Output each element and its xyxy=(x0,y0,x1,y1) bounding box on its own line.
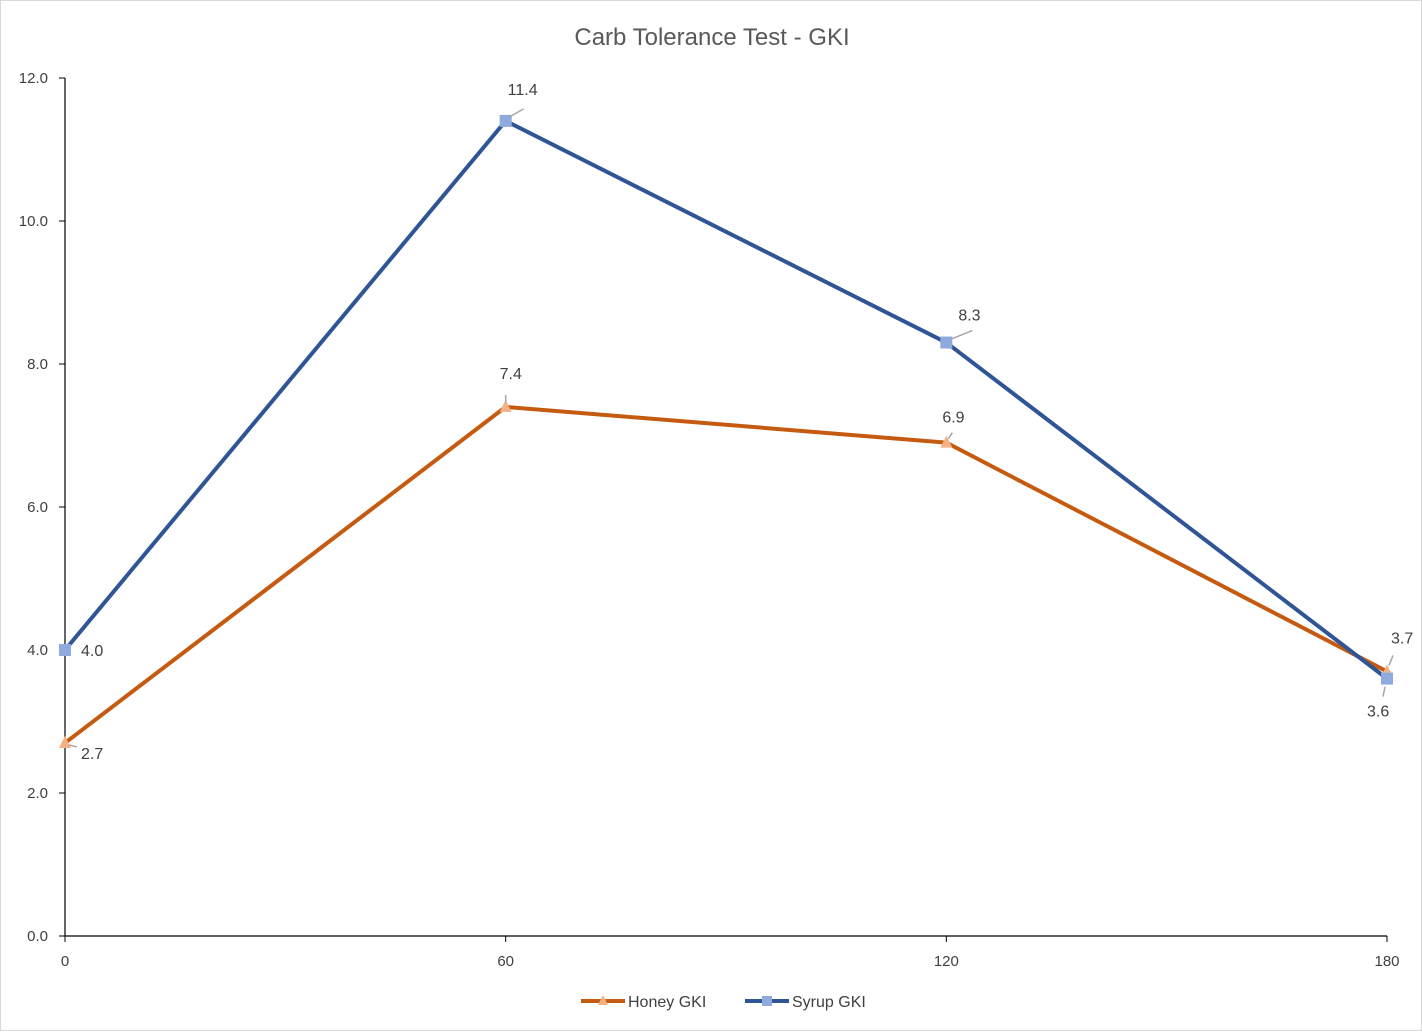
legend-marker-honey-gki xyxy=(598,995,608,1005)
y-tick-label: 4.0 xyxy=(27,642,48,659)
data-label-leader xyxy=(68,744,78,748)
y-tick-label: 8.0 xyxy=(27,356,48,373)
y-tick-label: 2.0 xyxy=(27,785,48,802)
x-tick-label: 120 xyxy=(934,953,959,970)
x-tick-label: 60 xyxy=(497,953,514,970)
data-label-syrup-gki: 11.4 xyxy=(508,82,538,99)
data-point-syrup-gki xyxy=(499,114,512,127)
data-label-honey-gki: 2.7 xyxy=(81,746,103,763)
data-point-syrup-gki xyxy=(940,336,953,349)
y-tick-label: 0.0 xyxy=(27,928,48,945)
chart-title: Carb Tolerance Test - GKI xyxy=(574,24,849,51)
series-lines xyxy=(59,114,1393,748)
y-tick-label: 10.0 xyxy=(19,213,48,230)
legend-label-syrup-gki: Syrup GKI xyxy=(792,994,866,1011)
data-point-honey-gki xyxy=(940,435,953,448)
data-label-honey-gki: 6.9 xyxy=(942,410,964,427)
data-label-leader xyxy=(947,432,953,440)
legend-label-honey-gki: Honey GKI xyxy=(628,994,706,1011)
legend-marker-syrup-gki xyxy=(762,996,772,1006)
series-line-syrup-gki xyxy=(63,118,1389,681)
data-label-honey-gki: 7.4 xyxy=(500,366,522,383)
x-tick-label: 180 xyxy=(1374,953,1399,970)
data-label-leader xyxy=(1388,655,1394,666)
series-line-honey-gki xyxy=(63,404,1389,745)
legend: Honey GKI Syrup GKI xyxy=(581,994,866,1011)
data-label-leader xyxy=(1382,686,1386,697)
data-labels: 2.7 7.4 6.9 3.7 4.0 11.4 8.3 3.6 xyxy=(68,82,1413,763)
y-tick-label: 6.0 xyxy=(27,499,48,516)
data-point-syrup-gki xyxy=(59,644,71,656)
data-label-leader xyxy=(952,329,973,340)
x-tick-label: 0 xyxy=(61,953,69,970)
y-tick-label: 12.0 xyxy=(19,70,48,87)
data-point-syrup-gki xyxy=(1381,672,1393,685)
data-label-leader xyxy=(509,108,525,118)
data-point-honey-gki xyxy=(499,399,512,412)
data-label-syrup-gki: 3.6 xyxy=(1367,704,1389,721)
data-point-honey-gki xyxy=(59,735,71,748)
data-label-syrup-gki: 8.3 xyxy=(958,308,980,325)
data-label-honey-gki: 3.7 xyxy=(1391,630,1413,647)
axes: 0.0 2.0 4.0 6.0 8.0 10.0 12.0 0 60 120 180 xyxy=(19,70,1400,970)
data-label-syrup-gki: 4.0 xyxy=(81,643,103,660)
